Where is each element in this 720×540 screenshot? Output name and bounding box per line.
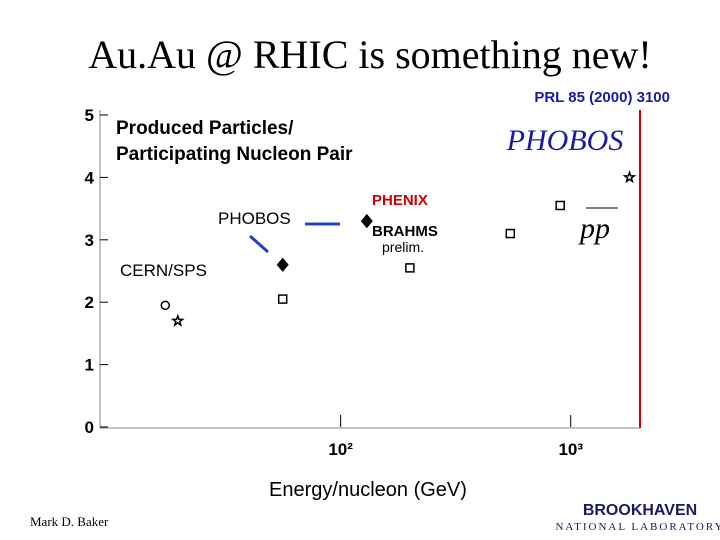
y-tick-label: 4 — [85, 168, 95, 187]
point — [276, 257, 289, 272]
footer-author: Mark D. Baker — [30, 514, 109, 529]
point — [505, 228, 516, 239]
footer-org: BROOKHAVEN — [583, 502, 697, 519]
annotation: PHENIX — [372, 192, 428, 209]
annotation: BRAHMS — [372, 223, 438, 240]
y-tick-label: 1 — [85, 356, 94, 375]
annotation: prelim. — [382, 239, 424, 255]
reference: PRL 85 (2000) 3100 — [534, 89, 670, 106]
logo: PHOBOS — [506, 124, 624, 157]
slide-title: Au.Au @ RHIC is something new! — [88, 32, 651, 77]
y-tick-label: 0 — [85, 418, 94, 437]
y-tick-label: 3 — [85, 231, 94, 250]
x-axis-label: Energy/nucleon (GeV) — [269, 479, 467, 501]
point — [360, 213, 373, 229]
point — [555, 200, 565, 211]
x-tick-label: 10² — [328, 440, 353, 459]
point — [170, 313, 185, 327]
annotation: pp — [578, 212, 610, 245]
y-tick-label: 5 — [85, 106, 94, 125]
y-axis-label: Produced Particles/ — [116, 118, 294, 139]
arrow — [249, 234, 269, 254]
y-axis-label: Participating Nucleon Pair — [116, 144, 353, 165]
point — [405, 263, 415, 273]
x-tick-label: 10³ — [558, 440, 583, 459]
annotation: CERN/SPS — [120, 261, 207, 280]
point — [160, 300, 171, 311]
annotation: PHOBOS — [218, 209, 291, 228]
footer-org-sub: NATIONAL LABORATORY — [555, 521, 720, 533]
point — [277, 294, 288, 304]
point — [622, 170, 637, 184]
y-tick-label: 2 — [85, 293, 94, 312]
